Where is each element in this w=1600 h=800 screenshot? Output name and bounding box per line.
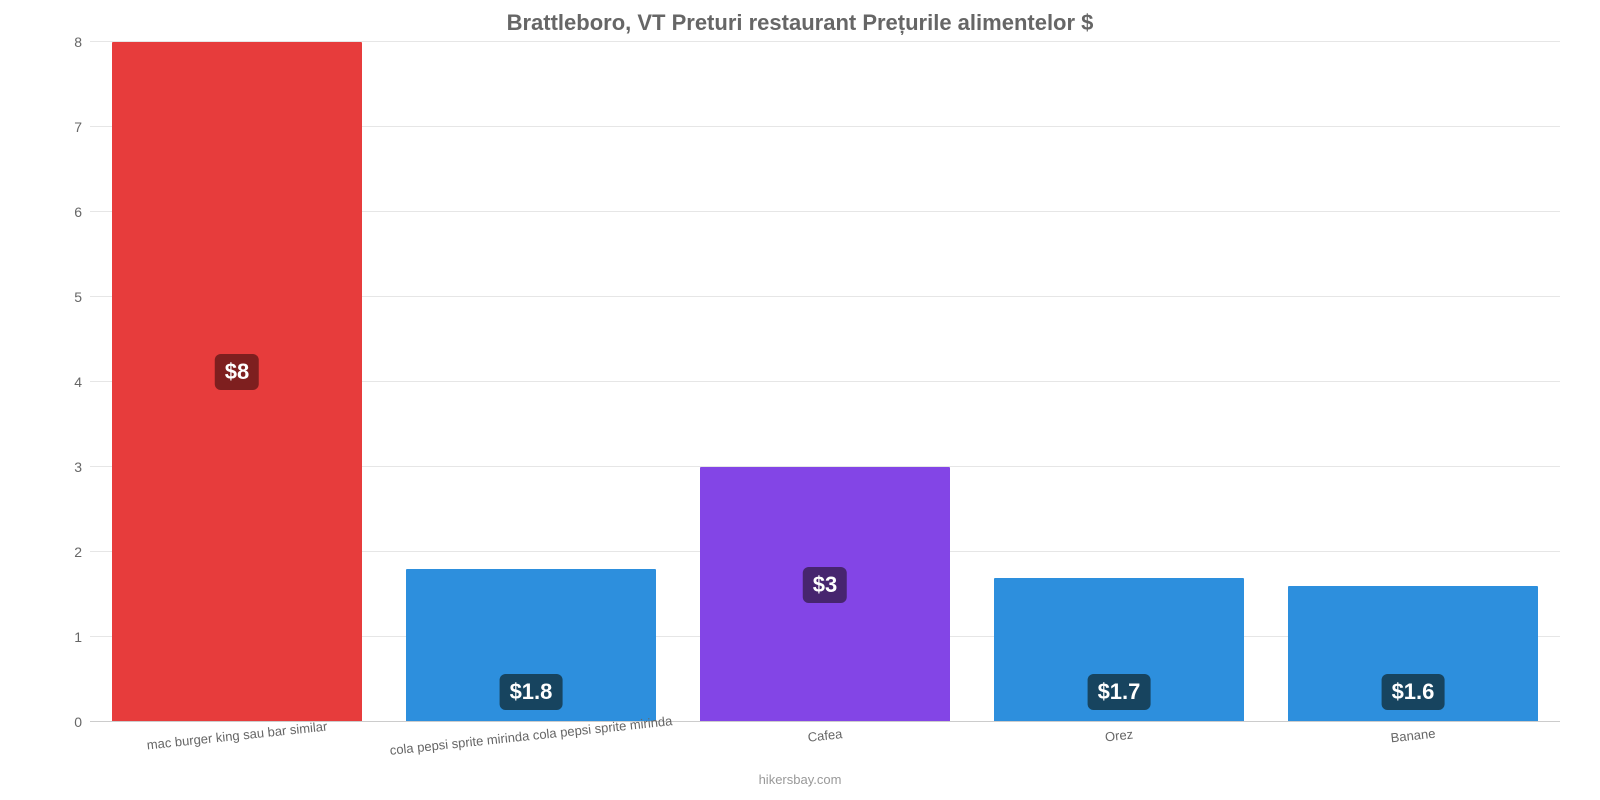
y-tick-label: 4	[50, 374, 90, 390]
y-tick-label: 6	[50, 204, 90, 220]
y-tick-label: 1	[50, 629, 90, 645]
chart-footer: hikersbay.com	[20, 772, 1580, 787]
y-axis: 012345678	[50, 42, 90, 722]
bar-slot: $1.7	[972, 42, 1266, 722]
bar: $1.6	[1288, 586, 1538, 722]
y-tick-label: 5	[50, 289, 90, 305]
y-tick-label: 3	[50, 459, 90, 475]
y-tick-label: 8	[50, 34, 90, 50]
bar-value-label: $1.8	[500, 674, 563, 710]
bar: $8	[112, 42, 362, 722]
bar-slot: $1.6	[1266, 42, 1560, 722]
bar-value-label: $1.7	[1088, 674, 1151, 710]
x-label-slot: Orez	[972, 722, 1266, 770]
x-axis-label: Cafea	[807, 726, 843, 745]
x-label-slot: Banane	[1266, 722, 1560, 770]
x-axis-label: Orez	[1104, 727, 1134, 745]
x-axis-labels: mac burger king sau bar similar cola peps…	[90, 722, 1560, 770]
bar: $1.8	[406, 569, 656, 722]
bar-slot: $3	[678, 42, 972, 722]
plot-area: 012345678 $8$1.8$3$1.7$1.6	[90, 42, 1560, 722]
chart-container: Brattleboro, VT Preturi restaurant Prețu…	[0, 0, 1600, 800]
bar-value-label: $1.6	[1382, 674, 1445, 710]
y-tick-label: 7	[50, 119, 90, 135]
bar-value-label: $8	[215, 354, 259, 390]
x-label-slot: cola pepsi sprite mirinda cola pepsi spr…	[384, 722, 678, 770]
y-tick-label: 2	[50, 544, 90, 560]
x-label-slot: mac burger king sau bar similar	[90, 722, 384, 770]
bar: $3	[700, 467, 950, 722]
bars-group: $8 $1.8 $3 $1.7 $1.6	[90, 42, 1560, 722]
x-label-slot: Cafea	[678, 722, 972, 770]
chart-title: Brattleboro, VT Preturi restaurant Prețu…	[20, 10, 1580, 36]
x-axis-label: mac burger king sau bar similar	[146, 719, 328, 753]
bar-value-label: $3	[803, 567, 847, 603]
x-axis-label: Banane	[1390, 726, 1436, 746]
y-tick-label: 0	[50, 714, 90, 730]
bar-slot: $8	[90, 42, 384, 722]
bar: $1.7	[994, 578, 1244, 723]
bar-slot: $1.8	[384, 42, 678, 722]
